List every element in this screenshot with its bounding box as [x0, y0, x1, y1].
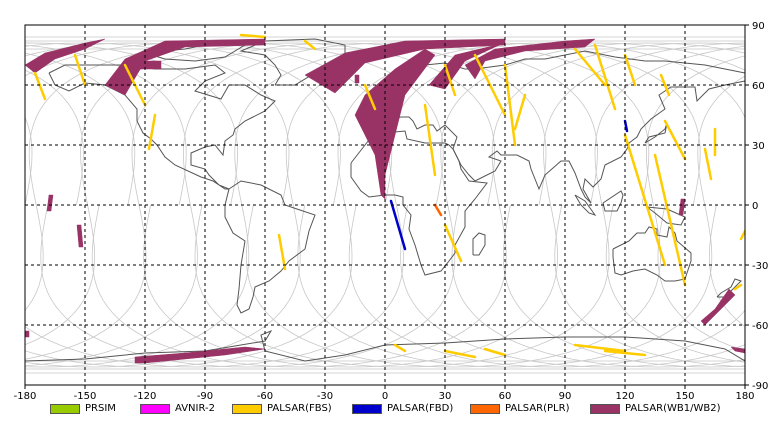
- fbs-swath: [739, 229, 745, 241]
- legend-label: PALSAR(FBD): [387, 403, 454, 414]
- fbs-swath: [363, 83, 377, 111]
- coastline: [472, 232, 486, 256]
- y-tick-label: -60: [752, 321, 768, 332]
- orbit-track: [25, 42, 745, 368]
- x-tick-label: 60: [499, 391, 512, 402]
- wb-swath: [354, 48, 436, 200]
- legend-swatch: [50, 404, 80, 414]
- coastline: [350, 130, 488, 276]
- x-tick-label: 180: [735, 391, 754, 402]
- acquisition-swaths: [25, 33, 745, 364]
- legend-swatch: [352, 404, 382, 414]
- fbs-swath: [443, 349, 477, 359]
- fbs-swath: [603, 349, 647, 357]
- fbs-swath: [513, 93, 527, 131]
- fbs-swath: [623, 53, 637, 87]
- fbs-swath: [443, 63, 457, 97]
- fbs-swath: [443, 223, 463, 263]
- axis-ticks: -180 -150 -120 -90 -60 -30 0 30 60 90 120 150 180 90 6…: [14, 21, 769, 402]
- wb-swath: [46, 194, 54, 212]
- wb-swath: [354, 74, 360, 84]
- x-tick-label: 120: [615, 391, 634, 402]
- coastline: [48, 64, 276, 190]
- fbs-swath: [573, 47, 607, 87]
- fbs-swath: [147, 113, 157, 151]
- legend-label: PRSIM: [85, 403, 116, 414]
- y-tick-label: 0: [752, 201, 758, 212]
- coastline: [612, 225, 692, 282]
- legend-swatch: [140, 404, 170, 414]
- wb-swath: [730, 346, 745, 354]
- x-tick-label: -180: [14, 391, 37, 402]
- fbs-swath: [593, 43, 617, 111]
- orbit-track: [25, 42, 745, 368]
- fbs-swath: [239, 33, 267, 39]
- wb-swath: [700, 288, 736, 326]
- coastline: [224, 180, 316, 314]
- legend-swatch: [590, 404, 620, 414]
- legend-label: PALSAR(WB1/WB2): [625, 403, 721, 414]
- fbs-swath: [659, 73, 671, 97]
- legend-label: AVNIR-2: [175, 403, 215, 414]
- y-tick-label: 90: [752, 21, 765, 32]
- legend-swatch: [470, 404, 500, 414]
- y-tick-label: -30: [752, 261, 768, 272]
- fbs-swath: [73, 53, 87, 87]
- y-tick-label: 30: [752, 141, 765, 152]
- fbs-swath: [33, 71, 47, 101]
- coastline: [644, 122, 668, 144]
- fbs-swath: [503, 63, 517, 147]
- fbs-swath: [393, 343, 407, 353]
- fbs-swath: [623, 133, 667, 267]
- fbs-swath: [303, 39, 317, 51]
- legend-swatch: [232, 404, 262, 414]
- graticule: [25, 25, 745, 385]
- wb-swath: [132, 60, 162, 70]
- fbs-swath: [663, 119, 687, 161]
- wb-swath: [76, 224, 84, 248]
- legend-label: PALSAR(PLR): [505, 403, 570, 414]
- plr-swath: [433, 203, 443, 217]
- x-tick-label: 30: [439, 391, 452, 402]
- fbs-swath: [483, 347, 507, 357]
- x-tick-label: 0: [382, 391, 388, 402]
- fbs-swath: [423, 103, 437, 177]
- legend-label: PALSAR(FBS): [267, 403, 332, 414]
- wb-swath: [464, 38, 596, 80]
- coastline: [602, 190, 624, 212]
- wb-swath: [678, 198, 686, 216]
- x-tick-label: 90: [559, 391, 572, 402]
- legend: PRSIM AVNIR-2 PALSAR(FBS) PALSAR(FBD) PALSAR…: [0, 400, 770, 422]
- fbs-swath: [653, 153, 687, 287]
- wb-swath: [25, 38, 106, 74]
- wb-swath: [25, 330, 30, 338]
- fbs-swath: [703, 147, 713, 181]
- coastline: [574, 194, 597, 216]
- wb-swath: [134, 346, 266, 364]
- fbs-swath: [573, 343, 627, 353]
- x-tick-label: -150: [74, 391, 97, 402]
- fbs-swath: [277, 233, 287, 271]
- y-tick-label: -90: [752, 381, 768, 392]
- y-tick-label: 60: [752, 81, 765, 92]
- fbd-swath: [389, 199, 407, 251]
- orbit-track: [25, 42, 745, 368]
- fbs-swath: [733, 283, 743, 291]
- x-tick-label: -120: [134, 391, 157, 402]
- x-tick-label: -60: [257, 391, 273, 402]
- x-tick-label: -30: [317, 391, 333, 402]
- x-tick-label: 150: [675, 391, 694, 402]
- x-tick-label: -90: [197, 391, 213, 402]
